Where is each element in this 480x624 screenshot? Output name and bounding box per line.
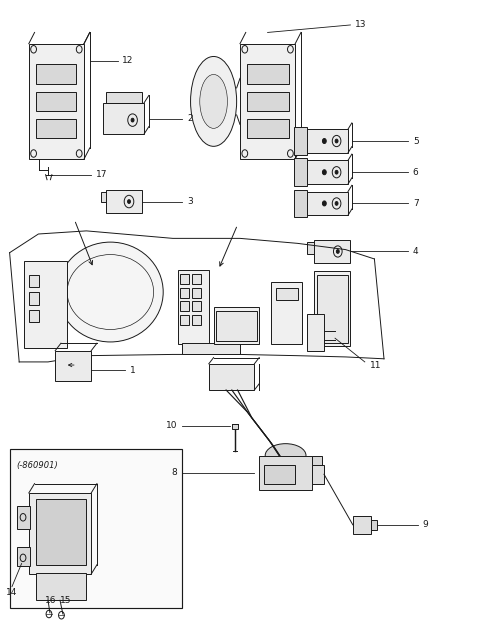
Bar: [314, 271, 350, 346]
Bar: [180, 288, 189, 298]
Bar: [312, 456, 322, 465]
Circle shape: [323, 139, 326, 144]
Bar: [209, 364, 254, 390]
Bar: [17, 505, 30, 529]
Circle shape: [323, 170, 326, 175]
Bar: [247, 64, 289, 84]
Bar: [216, 311, 257, 341]
Bar: [294, 127, 307, 155]
Circle shape: [128, 200, 131, 203]
Text: 3: 3: [187, 197, 193, 206]
Ellipse shape: [265, 444, 306, 467]
Bar: [307, 314, 324, 351]
Ellipse shape: [200, 74, 228, 129]
Circle shape: [323, 201, 326, 206]
Circle shape: [131, 119, 134, 122]
Text: 8: 8: [172, 469, 178, 477]
Bar: [240, 44, 295, 159]
Circle shape: [335, 170, 338, 174]
Bar: [36, 64, 76, 84]
Bar: [307, 242, 316, 254]
Bar: [180, 301, 189, 311]
Bar: [29, 310, 39, 322]
Bar: [353, 516, 371, 534]
Bar: [214, 307, 259, 344]
Bar: [276, 288, 298, 300]
Bar: [192, 315, 201, 325]
Bar: [264, 465, 295, 484]
Bar: [271, 282, 302, 344]
Bar: [103, 103, 144, 134]
Circle shape: [336, 250, 339, 253]
Bar: [307, 192, 348, 215]
Bar: [29, 275, 39, 287]
Bar: [101, 192, 107, 202]
Bar: [307, 160, 348, 184]
Bar: [192, 274, 201, 284]
Bar: [17, 547, 30, 566]
Bar: [10, 449, 182, 608]
Bar: [29, 44, 84, 159]
Bar: [178, 270, 209, 344]
Bar: [317, 275, 348, 343]
Bar: [294, 158, 307, 186]
Text: 4: 4: [413, 247, 419, 256]
Bar: [259, 456, 312, 490]
Text: 11: 11: [370, 361, 381, 369]
Text: 7: 7: [413, 199, 419, 208]
Text: 5: 5: [413, 137, 419, 145]
Text: 17: 17: [96, 170, 108, 179]
Bar: [294, 190, 307, 217]
Text: 16: 16: [45, 597, 56, 605]
Bar: [312, 465, 324, 484]
Bar: [232, 424, 238, 429]
Bar: [36, 92, 76, 111]
Circle shape: [335, 202, 338, 205]
Ellipse shape: [191, 57, 237, 146]
Bar: [182, 343, 240, 354]
Text: 15: 15: [60, 597, 72, 605]
Bar: [192, 288, 201, 298]
Bar: [106, 92, 142, 103]
Text: 10: 10: [166, 421, 178, 430]
Circle shape: [335, 139, 338, 143]
Text: 12: 12: [122, 57, 134, 66]
Text: 2: 2: [187, 114, 193, 123]
Bar: [29, 292, 39, 305]
Bar: [247, 119, 289, 139]
Bar: [180, 274, 189, 284]
Text: (-860901): (-860901): [17, 461, 59, 469]
Bar: [247, 92, 289, 111]
Bar: [36, 119, 76, 139]
Bar: [36, 573, 86, 600]
Text: 6: 6: [413, 168, 419, 177]
Ellipse shape: [58, 242, 163, 342]
Text: 9: 9: [422, 520, 428, 529]
Bar: [24, 261, 67, 348]
Text: 14: 14: [6, 588, 18, 597]
Bar: [180, 315, 189, 325]
Bar: [371, 520, 377, 530]
Text: 13: 13: [355, 21, 367, 29]
Bar: [36, 499, 86, 565]
Bar: [106, 190, 142, 213]
Bar: [192, 301, 201, 311]
Bar: [307, 129, 348, 153]
Bar: [29, 493, 91, 574]
Bar: [314, 240, 350, 263]
Bar: [55, 351, 91, 381]
Text: 1: 1: [130, 366, 135, 374]
